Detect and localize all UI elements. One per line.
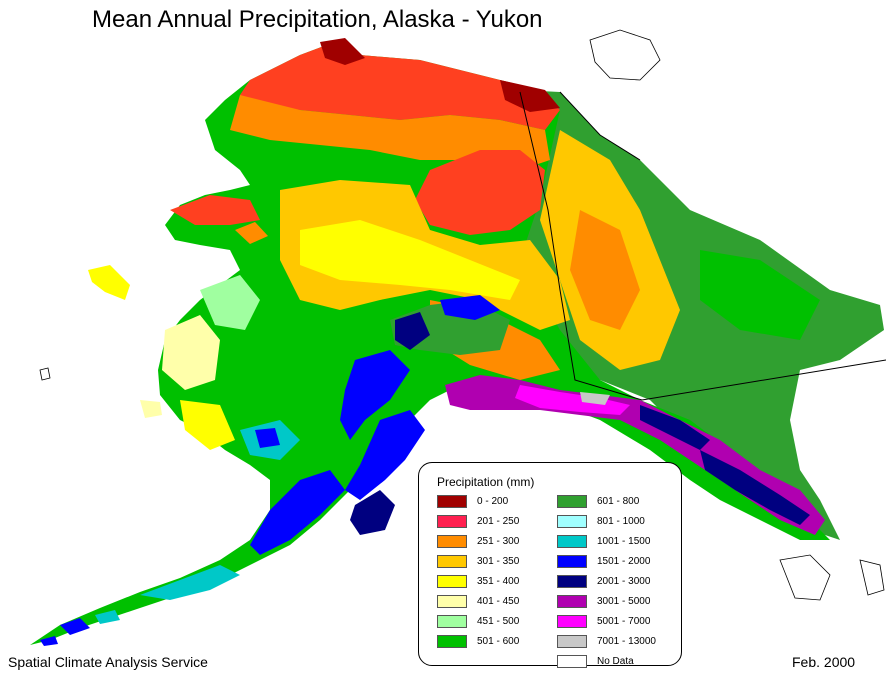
legend-label: 801 - 1000 <box>597 516 645 527</box>
legend-label: 3001 - 5000 <box>597 596 651 607</box>
legend-swatch <box>437 575 467 588</box>
islands <box>39 29 885 601</box>
legend-swatch <box>437 555 467 568</box>
legend-swatch <box>437 615 467 628</box>
legend-label: 7001 - 13000 <box>597 636 656 647</box>
legend-label: 501 - 600 <box>477 636 520 647</box>
legend-swatch <box>557 555 587 568</box>
legend-swatch <box>557 615 587 628</box>
legend-label: 251 - 300 <box>477 536 520 547</box>
legend-label: 201 - 250 <box>477 516 520 527</box>
legend-swatch <box>557 515 587 528</box>
yukon-region <box>500 90 884 540</box>
legend-swatch <box>557 495 587 508</box>
legend-label: 451 - 500 <box>477 616 520 627</box>
legend-label: 0 - 200 <box>477 496 509 507</box>
alaska-region <box>30 38 830 646</box>
legend: Precipitation (mm) 0 - 200 201 - 250 251 -… <box>418 462 682 668</box>
legend-label: 401 - 450 <box>477 596 520 607</box>
legend-label: No Data <box>597 656 634 667</box>
legend-title: Precipitation (mm) <box>437 475 535 489</box>
legend-label: 1001 - 1500 <box>597 536 651 547</box>
legend-label: 2001 - 3000 <box>597 576 651 587</box>
legend-swatch <box>437 495 467 508</box>
legend-label: 1501 - 2000 <box>597 556 651 567</box>
legend-swatch <box>437 515 467 528</box>
yukon-bc-border <box>559 91 641 161</box>
credit-text: Spatial Climate Analysis Service <box>8 654 208 670</box>
legend-label: 301 - 350 <box>477 556 520 567</box>
legend-label: 601 - 800 <box>597 496 640 507</box>
legend-label: 5001 - 7000 <box>597 616 651 627</box>
legend-swatch <box>557 595 587 608</box>
map-title: Mean Annual Precipitation, Alaska - Yuko… <box>92 6 543 33</box>
legend-swatch <box>557 535 587 548</box>
legend-swatch <box>437 635 467 648</box>
legend-swatch <box>557 635 587 648</box>
legend-swatch <box>557 655 587 668</box>
date-text: Feb. 2000 <box>792 654 856 670</box>
legend-swatch <box>557 575 587 588</box>
border-line <box>519 91 886 401</box>
legend-swatch <box>437 595 467 608</box>
legend-swatch <box>437 535 467 548</box>
legend-label: 351 - 400 <box>477 576 520 587</box>
